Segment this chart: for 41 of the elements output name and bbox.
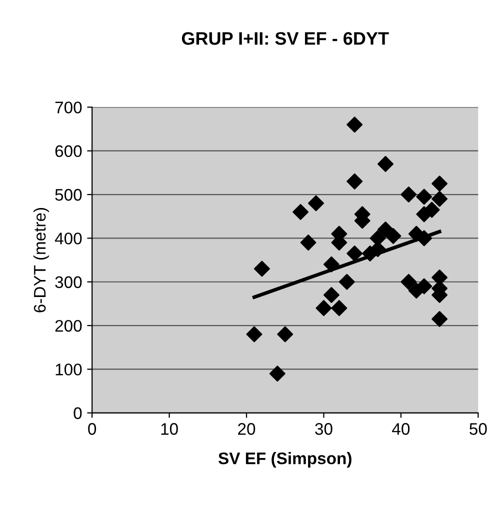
x-tick-label: 50	[470, 423, 487, 435]
y-tick-label: 0	[74, 407, 82, 420]
point	[300, 234, 316, 251]
point	[346, 246, 363, 262]
point	[346, 116, 363, 133]
point	[316, 300, 332, 316]
x-tick-label: 10	[161, 423, 178, 435]
point	[416, 188, 432, 205]
y-tick-label: 400	[54, 232, 82, 244]
point	[346, 173, 363, 190]
point	[378, 156, 394, 172]
point	[400, 186, 417, 203]
point	[246, 326, 262, 342]
point	[432, 311, 448, 327]
point	[292, 204, 309, 220]
y-tick-label: 500	[55, 188, 82, 201]
y-tick-label: 200	[55, 320, 82, 332]
x-axis-title: SV EF (Simpson)	[218, 452, 352, 468]
point	[277, 326, 294, 342]
y-tick-label: 700	[55, 102, 82, 114]
point	[323, 287, 340, 303]
x-tick-label: 20	[238, 423, 256, 435]
point	[385, 228, 402, 244]
x-tick-label: 30	[315, 423, 332, 435]
point	[269, 366, 286, 382]
y-tick-label: 100	[56, 364, 82, 376]
y-tick-label: 300	[55, 276, 82, 288]
point	[331, 300, 348, 316]
x-tick-label: 0	[88, 423, 96, 435]
x-tick-label: 40	[392, 423, 410, 435]
point	[338, 274, 355, 290]
point	[432, 176, 448, 192]
point	[308, 195, 324, 212]
y-axis-title: 6-DYT (metre)	[33, 208, 49, 312]
point	[424, 202, 440, 218]
point	[254, 260, 270, 277]
point	[432, 190, 448, 207]
y-tick-label: 600	[55, 145, 82, 158]
chart-title: GRUP I+II: SV EF - 6DYT	[182, 32, 389, 45]
point	[400, 274, 417, 290]
point	[416, 278, 432, 294]
